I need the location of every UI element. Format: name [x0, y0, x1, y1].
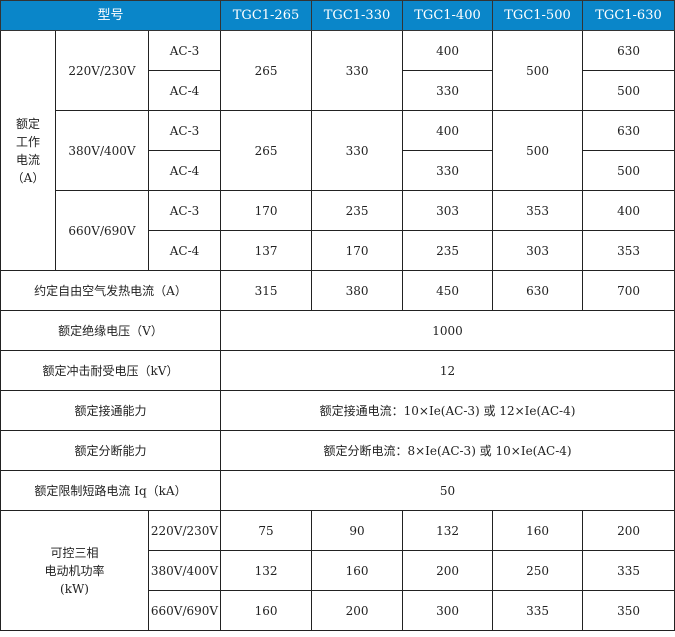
category-cell: AC-4 — [147, 70, 222, 111]
value-cell: 500 — [582, 150, 675, 191]
short-circuit-row: 额定限制短路电流 Iq（kA） 50 — [0, 470, 675, 511]
table-row: 380V/400V AC-3 265 330 400 500 630 — [1, 110, 675, 191]
value-cell: 630 — [582, 110, 675, 151]
value-cell: 303 — [402, 190, 494, 231]
model-header: TGC1-500 — [492, 0, 584, 31]
thermal-row: 约定自由空气发热电流（A） 315 380 450 630 700 — [0, 270, 675, 311]
value-cell: 380 — [311, 270, 404, 311]
value-cell: 170 — [311, 230, 404, 271]
voltage-cell: 220V/230V — [55, 30, 149, 111]
value-cell: 500 — [492, 30, 584, 111]
value-cell: 330 — [311, 110, 404, 191]
value-cell: 额定分断电流：8×Ie(AC-3) 或 10×Ie(AC-4) — [220, 430, 675, 471]
model-header: TGC1-400 — [402, 0, 494, 31]
label-line: 可控三相 — [50, 545, 99, 560]
table-row: AC-4 330 500 — [1, 70, 675, 111]
value-cell: 160 — [492, 510, 584, 551]
model-header: 型号 — [0, 0, 222, 31]
voltage-cell: 220V/230V — [147, 510, 222, 551]
value-cell: 330 — [402, 150, 494, 191]
motor-row: 可控三相 电动机功率 (kW) 220V/230V 75 90 132 160 … — [0, 510, 675, 631]
value-cell: 75 — [220, 510, 313, 551]
table-row: 额定 工作 电流 （A） 220V/230V AC-3 265 330 400 … — [0, 30, 675, 271]
value-cell: 265 — [220, 30, 313, 111]
label-line: 工作 — [15, 134, 40, 149]
motor-row: 380V/400V 132 160 200 250 335 — [1, 550, 675, 591]
label-line: (kW) — [60, 581, 89, 596]
label-line: 电流 — [15, 152, 40, 167]
category-cell: AC-3 — [147, 30, 222, 71]
model-header: TGC1-330 — [311, 0, 404, 31]
voltage-cell: 660V/690V — [147, 590, 222, 631]
making-row: 额定接通能力 额定接通电流：10×Ie(AC-3) 或 12×Ie(AC-4) — [0, 390, 675, 431]
value-cell: 630 — [582, 30, 675, 71]
value-cell: 353 — [582, 230, 675, 271]
value-cell: 132 — [402, 510, 494, 551]
value-cell: 170 — [220, 190, 313, 231]
label-line: （A） — [11, 170, 45, 185]
value-cell: 1000 — [220, 310, 675, 351]
value-cell: 500 — [492, 110, 584, 191]
table-row: AC-4 137 170 235 303 353 — [1, 230, 675, 271]
motor-power-label: 可控三相 电动机功率 (kW) — [0, 510, 149, 631]
model-header: TGC1-265 — [220, 0, 313, 31]
voltage-cell: 380V/400V — [55, 110, 149, 191]
category-cell: AC-4 — [147, 230, 222, 271]
value-cell: 350 — [582, 590, 675, 631]
value-cell: 12 — [220, 350, 675, 391]
value-cell: 400 — [402, 110, 494, 151]
value-cell: 335 — [582, 550, 675, 591]
value-cell: 315 — [220, 270, 313, 311]
header-row: 型号 TGC1-265 TGC1-330 TGC1-400 TGC1-500 T… — [0, 0, 675, 31]
value-cell: 235 — [311, 190, 404, 231]
label-line: 电动机功率 — [44, 563, 105, 578]
value-cell: 700 — [582, 270, 675, 311]
value-cell: 50 — [220, 470, 675, 511]
table-row: AC-4 330 500 — [1, 150, 675, 191]
row-label: 额定冲击耐受电压（kV） — [0, 350, 222, 391]
value-cell: 265 — [220, 110, 313, 191]
value-cell: 500 — [582, 70, 675, 111]
value-cell: 330 — [402, 70, 494, 111]
value-cell: 353 — [492, 190, 584, 231]
value-cell: 200 — [311, 590, 404, 631]
value-cell: 132 — [220, 550, 313, 591]
value-cell: 160 — [220, 590, 313, 631]
motor-row: 660V/690V 160 200 300 335 350 — [1, 590, 675, 631]
breaking-row: 额定分断能力 额定分断电流：8×Ie(AC-3) 或 10×Ie(AC-4) — [0, 430, 675, 471]
model-header: TGC1-630 — [582, 0, 675, 31]
value-cell: 额定接通电流：10×Ie(AC-3) 或 12×Ie(AC-4) — [220, 390, 675, 431]
value-cell: 400 — [402, 30, 494, 71]
value-cell: 330 — [311, 30, 404, 111]
value-cell: 160 — [311, 550, 404, 591]
value-cell: 200 — [402, 550, 494, 591]
value-cell: 335 — [492, 590, 584, 631]
voltage-cell: 380V/400V — [147, 550, 222, 591]
value-cell: 90 — [311, 510, 404, 551]
row-label: 额定接通能力 — [0, 390, 222, 431]
value-cell: 630 — [492, 270, 584, 311]
row-label: 额定绝缘电压（V） — [0, 310, 222, 351]
category-cell: AC-4 — [147, 150, 222, 191]
value-cell: 137 — [220, 230, 313, 271]
value-cell: 235 — [402, 230, 494, 271]
value-cell: 300 — [402, 590, 494, 631]
insulation-row: 额定绝缘电压（V） 1000 — [0, 310, 675, 351]
rated-current-label: 额定 工作 电流 （A） — [0, 30, 56, 271]
value-cell: 400 — [582, 190, 675, 231]
row-label: 额定限制短路电流 Iq（kA） — [0, 470, 222, 511]
label-line: 额定 — [15, 116, 40, 131]
impulse-row: 额定冲击耐受电压（kV） 12 — [0, 350, 675, 391]
value-cell: 200 — [582, 510, 675, 551]
voltage-cell: 660V/690V — [55, 190, 149, 271]
category-cell: AC-3 — [147, 190, 222, 231]
value-cell: 450 — [402, 270, 494, 311]
category-cell: AC-3 — [147, 110, 222, 151]
row-label: 额定分断能力 — [0, 430, 222, 471]
value-cell: 303 — [492, 230, 584, 271]
row-label: 约定自由空气发热电流（A） — [0, 270, 222, 311]
table-row: 660V/690V AC-3 170 235 303 353 400 — [1, 190, 675, 271]
value-cell: 250 — [492, 550, 584, 591]
